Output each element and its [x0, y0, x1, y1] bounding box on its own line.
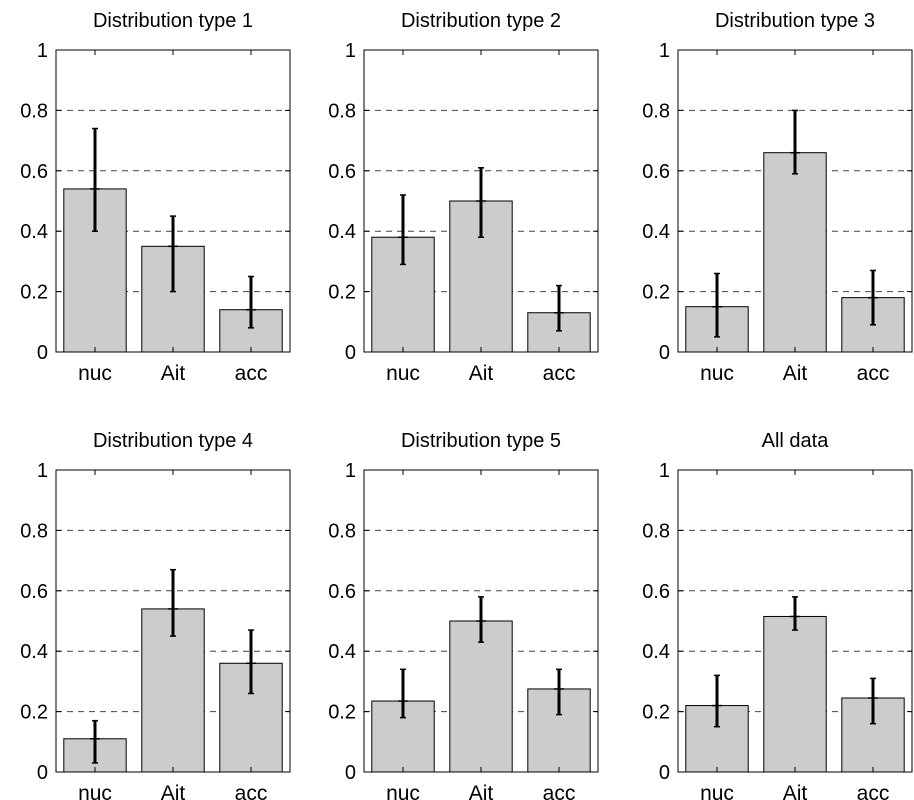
- y-tick-label: 0.2: [642, 282, 670, 304]
- y-tick-label: 0.6: [642, 161, 670, 183]
- y-tick-label: 0.6: [328, 581, 356, 603]
- x-tick-label: Ait: [161, 782, 186, 800]
- y-tick-label: 1: [37, 40, 48, 62]
- y-tick-label: 0: [659, 342, 670, 364]
- y-tick-label: 0.2: [642, 702, 670, 724]
- x-tick-label: nuc: [386, 782, 420, 800]
- x-tick-label: Ait: [469, 362, 494, 385]
- x-tick-label: acc: [235, 782, 268, 800]
- y-tick-label: 0.2: [20, 282, 48, 304]
- chart-panel-1: 0 0.2 0.4 0.6 0.8 1 nuc Ait acc Distribution type…: [20, 10, 291, 385]
- y-tick-label: 0.6: [328, 161, 356, 183]
- y-tick-label: 0.4: [642, 221, 670, 243]
- chart-panel-4: 0 0.2 0.4 0.6 0.8 1 nuc Ait acc Distribution type…: [20, 430, 291, 800]
- y-tick-label: 1: [345, 460, 356, 482]
- chart-title: Distribution type 2: [401, 10, 561, 32]
- bar-Ait: [763, 615, 827, 773]
- y-tick-label: 0.8: [642, 520, 670, 542]
- y-tick-label: 0: [37, 762, 48, 784]
- y-tick-label: 1: [659, 460, 670, 482]
- x-tick-label: Ait: [783, 782, 808, 800]
- x-tick-label: nuc: [78, 362, 112, 385]
- chart-panel-3: 0 0.2 0.4 0.6 0.8 1 nuc Ait acc Distribution type…: [642, 10, 913, 385]
- chart-title: Distribution type 4: [93, 430, 253, 452]
- y-tick-label: 0.4: [642, 641, 670, 663]
- y-tick-label: 0.4: [20, 221, 48, 243]
- chart-title: All data: [762, 430, 830, 452]
- y-tick-label: 0.8: [20, 520, 48, 542]
- y-tick-label: 0.2: [20, 702, 48, 724]
- bar-acc: [219, 309, 283, 353]
- x-tick-label: Ait: [161, 362, 186, 385]
- chart-panel-2: 0 0.2 0.4 0.6 0.8 1 nuc Ait acc Distribution type…: [328, 10, 599, 385]
- x-tick-label: Ait: [469, 782, 494, 800]
- chart-title: Distribution type 5: [401, 430, 561, 452]
- y-tick-label: 0: [345, 762, 356, 784]
- y-tick-label: 0.8: [328, 520, 356, 542]
- x-tick-label: acc: [235, 362, 268, 385]
- y-tick-label: 1: [37, 460, 48, 482]
- chart-panel-6: 0 0.2 0.4 0.6 0.8 1 nuc Ait acc All data: [642, 430, 913, 800]
- y-tick-label: 0.8: [328, 100, 356, 122]
- x-tick-label: Ait: [783, 362, 808, 385]
- x-tick-label: acc: [857, 362, 890, 385]
- y-tick-label: 1: [345, 40, 356, 62]
- y-tick-label: 0.2: [328, 702, 356, 724]
- x-tick-label: acc: [857, 782, 890, 800]
- y-tick-label: 0: [345, 342, 356, 364]
- bar-Ait: [449, 620, 513, 773]
- x-tick-label: acc: [543, 782, 576, 800]
- bar-acc: [527, 688, 591, 773]
- y-tick-label: 0.4: [20, 641, 48, 663]
- x-tick-label: nuc: [700, 362, 734, 385]
- chart-title: Distribution type 1: [93, 10, 253, 32]
- y-tick-label: 0.8: [20, 100, 48, 122]
- x-tick-label: acc: [543, 362, 576, 385]
- x-tick-label: nuc: [386, 362, 420, 385]
- chart-panel-5: 0 0.2 0.4 0.6 0.8 1 nuc Ait acc Distribution type…: [328, 430, 599, 800]
- y-tick-label: 0.6: [20, 161, 48, 183]
- bar-Ait: [763, 152, 827, 353]
- y-tick-label: 1: [659, 40, 670, 62]
- chart-title: Distribution type 3: [715, 10, 875, 32]
- x-tick-label: nuc: [700, 782, 734, 800]
- y-tick-label: 0: [37, 342, 48, 364]
- y-tick-label: 0.6: [642, 581, 670, 603]
- x-tick-label: nuc: [78, 782, 112, 800]
- y-tick-label: 0.2: [328, 282, 356, 304]
- y-tick-label: 0: [659, 762, 670, 784]
- y-tick-label: 0.4: [328, 641, 356, 663]
- y-tick-label: 0.4: [328, 221, 356, 243]
- y-tick-label: 0.8: [642, 100, 670, 122]
- y-tick-label: 0.6: [20, 581, 48, 603]
